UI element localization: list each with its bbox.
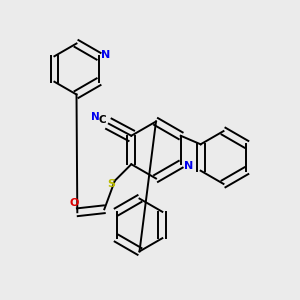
Text: O: O [70, 198, 79, 208]
Text: C: C [98, 115, 106, 125]
Text: N: N [91, 112, 100, 122]
Text: N: N [184, 161, 193, 171]
Text: N: N [101, 50, 111, 60]
Text: S: S [107, 179, 115, 189]
